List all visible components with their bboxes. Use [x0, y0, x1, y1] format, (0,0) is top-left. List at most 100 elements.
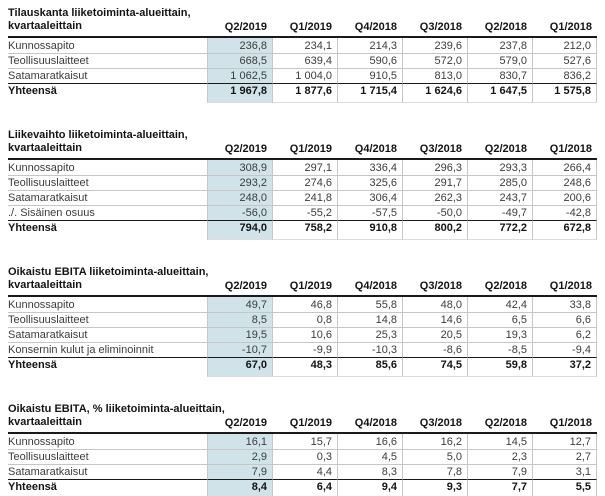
column-header: Q1/2018: [532, 266, 597, 297]
table-row: ./. Sisäinen osuus -56,0 -55,2 -57,5 -50,0 -4…: [8, 205, 597, 220]
column-guides-extension: [8, 235, 597, 240]
column-header: Q1/2019: [272, 403, 337, 434]
cell-value: 243,7: [467, 190, 532, 205]
extension-spacer: [8, 235, 207, 240]
cell-value: 14,6: [402, 312, 467, 327]
table-title-line1: Tilauskanta liiketoiminta-alueittain,: [8, 7, 191, 19]
extension-cell: [207, 98, 272, 103]
total-row: Yhteensä 8,4 6,4 9,4 9,3 7,7 5,5: [8, 479, 597, 494]
column-header: Q1/2018: [532, 7, 597, 38]
extension-cell: [532, 235, 597, 240]
cell-value: 758,2: [272, 220, 337, 235]
cell-value: 262,3: [402, 190, 467, 205]
cell-value: 10,6: [272, 327, 337, 342]
table-title: Oikaistu EBITA liiketoiminta-alueittain,…: [8, 266, 208, 297]
row-label: Teollisuuslaitteet: [8, 312, 207, 327]
extension-cell: [467, 372, 532, 377]
cell-value: 55,8: [337, 297, 402, 312]
quarterly-table-4: Oikaistu EBITA, % liiketoiminta-alueitta…: [8, 403, 597, 496]
cell-value: 836,2: [532, 68, 597, 83]
cell-value: 16,6: [337, 434, 402, 449]
cell-value: 248,6: [532, 175, 597, 190]
cell-value: 4,5: [337, 449, 402, 464]
cell-value: 48,3: [272, 357, 337, 372]
extension-cell: [272, 372, 337, 377]
table-row: Satamaratkaisut 248,0 241,8 306,4 262,3 243,7…: [8, 190, 597, 205]
table-title: Tilauskanta liiketoiminta-alueittain, kv…: [8, 7, 207, 38]
header-row: Oikaistu EBITA liiketoiminta-alueittain,…: [8, 266, 597, 297]
cell-value: -49,7: [467, 205, 532, 220]
table-title-line1: Oikaistu EBITA, % liiketoiminta-alueitta…: [8, 403, 225, 415]
cell-value: 6,4: [272, 479, 337, 494]
cell-value: 12,7: [532, 434, 597, 449]
cell-value: 572,0: [402, 53, 467, 68]
column-header: Q1/2019: [272, 129, 337, 160]
cell-value: 1 624,6: [402, 83, 467, 98]
table-body: Kunnossapito 236,8 234,1 214,3 239,6 237,8 212…: [8, 38, 597, 103]
cell-value: -10,3: [337, 342, 402, 357]
cell-value: 293,3: [467, 160, 532, 175]
row-label: Yhteensä: [8, 357, 207, 372]
cell-value: 336,4: [337, 160, 402, 175]
column-header: Q3/2018: [402, 129, 467, 160]
cell-value: 910,5: [337, 68, 402, 83]
column-header: Q2/2019: [207, 7, 272, 38]
extension-cell: [337, 98, 402, 103]
cell-value: 291,7: [402, 175, 467, 190]
cell-value: 15,7: [272, 434, 337, 449]
row-label: Teollisuuslaitteet: [8, 53, 207, 68]
extension-cell: [272, 98, 337, 103]
cell-value: 579,0: [467, 53, 532, 68]
cell-value: -56,0: [207, 205, 272, 220]
column-header: Q4/2018: [337, 403, 402, 434]
row-label: Teollisuuslaitteet: [8, 449, 207, 464]
cell-value: 200,6: [532, 190, 597, 205]
cell-value: -50,0: [402, 205, 467, 220]
cell-value: 19,5: [207, 327, 272, 342]
column-header: Q1/2019: [272, 266, 337, 297]
cell-value: 16,1: [207, 434, 272, 449]
header-row: Tilauskanta liiketoiminta-alueittain, kv…: [8, 7, 597, 38]
cell-value: 85,6: [337, 357, 402, 372]
cell-value: 49,7: [207, 297, 272, 312]
cell-value: 7,7: [467, 479, 532, 494]
cell-value: 1 062,5: [207, 68, 272, 83]
table-row: Konsernin kulut ja eliminoinnit -10,7 -9,9…: [8, 342, 597, 357]
cell-value: 3,1: [532, 464, 597, 479]
cell-value: 214,3: [337, 38, 402, 53]
extension-cell: [402, 494, 467, 496]
cell-value: 248,0: [207, 190, 272, 205]
cell-value: 639,4: [272, 53, 337, 68]
cell-value: 14,8: [337, 312, 402, 327]
column-header: Q4/2018: [337, 129, 402, 160]
cell-value: 236,8: [207, 38, 272, 53]
cell-value: 46,8: [272, 297, 337, 312]
cell-value: -9,9: [272, 342, 337, 357]
column-header: Q2/2018: [467, 7, 532, 38]
cell-value: 9,4: [337, 479, 402, 494]
cell-value: -8,6: [402, 342, 467, 357]
row-label: Kunnossapito: [8, 435, 75, 448]
cell-value: 672,8: [532, 220, 597, 235]
cell-value: 1 647,5: [467, 83, 532, 98]
cell-value: 8,5: [207, 312, 272, 327]
row-label: Satamaratkaisut: [8, 68, 207, 83]
column-header: Q2/2019: [207, 129, 272, 160]
cell-value: 1 715,4: [337, 83, 402, 98]
cell-value: 6,2: [532, 327, 597, 342]
table-row: Teollisuuslaitteet 2,9 0,3 4,5 5,0 2,3 2,7: [8, 449, 597, 464]
cell-value: 234,1: [272, 38, 337, 53]
quarterly-table-2: Liikevaihto liiketoiminta-alueittain, kv…: [8, 129, 597, 240]
cell-value: 48,0: [402, 297, 467, 312]
extension-cell: [337, 494, 402, 496]
cell-value: 2,7: [532, 449, 597, 464]
cell-value: -8,5: [467, 342, 532, 357]
table-row: Kunnossapito 49,7 46,8 55,8 48,0 42,4 33,8: [8, 297, 597, 312]
column-header: Q4/2018: [337, 7, 402, 38]
column-guides-extension: [8, 98, 597, 103]
column-header: Q2/2019: [207, 403, 272, 434]
row-label: Yhteensä: [8, 83, 207, 98]
column-header: Q4/2018: [337, 266, 402, 297]
row-label: Satamaratkaisut: [8, 464, 207, 479]
